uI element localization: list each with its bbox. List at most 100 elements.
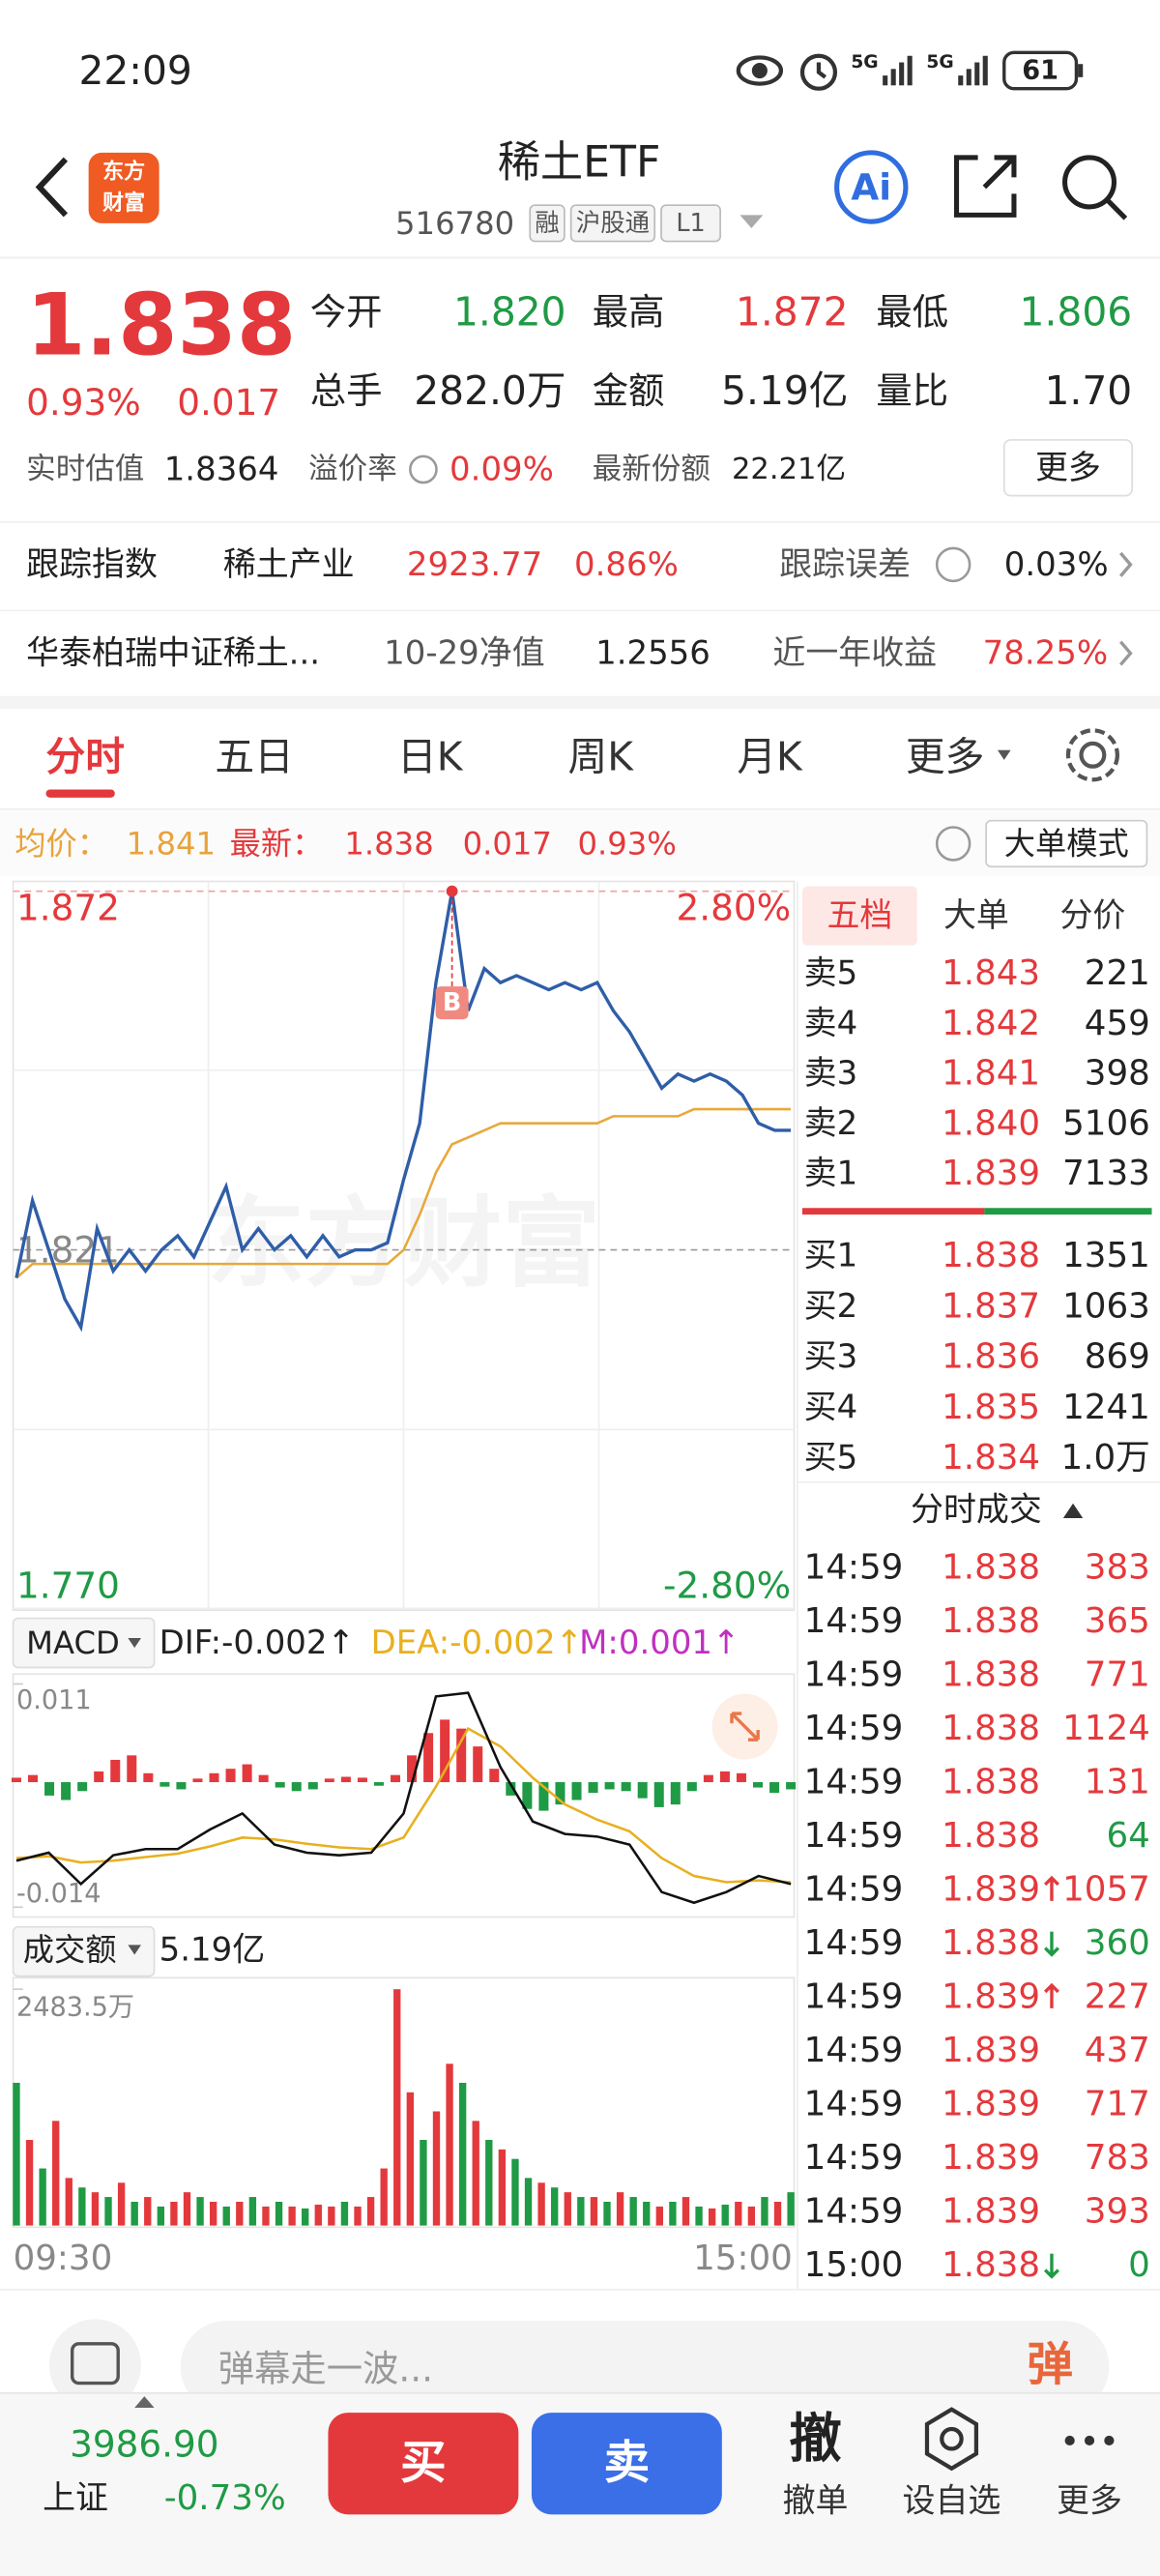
macd-selector[interactable] bbox=[12, 1617, 156, 1669]
volume-bar bbox=[577, 2197, 585, 2226]
indicator-name[interactable]: 成交额 bbox=[23, 1931, 117, 1968]
cancel-icon[interactable]: 撤 bbox=[789, 2409, 841, 2470]
more-button-label[interactable]: 更多 bbox=[1035, 449, 1101, 487]
field-label: 今开 bbox=[310, 291, 383, 334]
iopv-label: 实时估值 bbox=[26, 453, 144, 486]
more-icon[interactable] bbox=[1064, 2435, 1115, 2446]
book-tab[interactable]: 大单 bbox=[943, 896, 1009, 935]
macd-bar bbox=[291, 1782, 302, 1792]
tracking-pct: 0.86% bbox=[574, 545, 679, 584]
indicator-name[interactable]: MACD bbox=[26, 1625, 120, 1661]
macd-bar bbox=[324, 1778, 334, 1783]
volume-bar bbox=[104, 2197, 112, 2226]
ai-button[interactable] bbox=[834, 150, 909, 224]
active-book-tab[interactable] bbox=[801, 886, 917, 946]
trade-direction bbox=[1043, 2253, 1059, 2279]
volume-bar bbox=[432, 2111, 441, 2226]
book-level: 卖3 bbox=[804, 1054, 858, 1093]
watchlist-icon[interactable] bbox=[924, 2407, 979, 2472]
sell-button[interactable] bbox=[531, 2413, 722, 2515]
info-icon[interactable] bbox=[409, 454, 438, 484]
big-order-mode-button[interactable] bbox=[985, 819, 1148, 868]
macd-bar bbox=[307, 1782, 318, 1790]
trade-volume: 365 bbox=[1085, 1601, 1150, 1641]
trade-price: 1.838 bbox=[942, 1762, 1040, 1801]
ai-label[interactable]: Ai bbox=[851, 166, 891, 209]
trade-time: 14:59 bbox=[804, 2191, 904, 2231]
settings-button[interactable] bbox=[1065, 728, 1119, 782]
macd-bar bbox=[258, 1774, 269, 1783]
trade-price: 1.839 bbox=[942, 2084, 1040, 2123]
fund-name[interactable]: 华泰柏瑞中证稀土... bbox=[26, 634, 320, 673]
volume-bar bbox=[458, 2082, 467, 2226]
latest-label: 最新： bbox=[230, 825, 324, 862]
macd-bar bbox=[506, 1782, 516, 1796]
ask-ratio bbox=[801, 1208, 985, 1215]
comment-input[interactable] bbox=[180, 2321, 1110, 2414]
macd-bar bbox=[407, 1755, 418, 1783]
expand-arrow[interactable] bbox=[134, 2396, 155, 2408]
volume-selector[interactable] bbox=[12, 1925, 156, 1977]
tracking-index[interactable]: 稀土产业 bbox=[223, 545, 355, 584]
chart-tab[interactable]: 周K bbox=[568, 733, 635, 779]
volume-bar bbox=[603, 2201, 611, 2226]
buy-button[interactable] bbox=[328, 2413, 519, 2515]
macd-bar bbox=[192, 1778, 203, 1783]
clock: 22:09 bbox=[78, 47, 191, 94]
volume-bar bbox=[262, 2206, 270, 2226]
trade-price: 1.838 bbox=[942, 2245, 1040, 2285]
volume-bar bbox=[222, 2206, 230, 2226]
chevrons[interactable] bbox=[1118, 551, 1133, 666]
help-icon[interactable] bbox=[935, 546, 972, 583]
return-label: 近一年收益 bbox=[772, 634, 937, 673]
volume-bar bbox=[13, 2082, 20, 2226]
more-button[interactable] bbox=[1002, 439, 1133, 497]
macd-bar bbox=[456, 1728, 467, 1783]
volume-bar bbox=[380, 2168, 388, 2226]
dropdown-icon[interactable] bbox=[740, 215, 764, 228]
more-label[interactable]: 更多 bbox=[1057, 2482, 1122, 2521]
sell-label[interactable]: 卖 bbox=[604, 2437, 651, 2490]
chart-tab[interactable]: 五日 bbox=[215, 733, 293, 779]
book-level: 买5 bbox=[804, 1439, 858, 1478]
trade-volume: 360 bbox=[1085, 1923, 1150, 1963]
search-button[interactable] bbox=[1062, 155, 1128, 220]
trade-time: 14:59 bbox=[804, 1654, 904, 1694]
cancel-label[interactable]: 撤单 bbox=[783, 2482, 849, 2521]
volume-bar bbox=[735, 2201, 742, 2226]
trade-volume: 0 bbox=[1128, 2245, 1150, 2285]
volume-bar bbox=[564, 2192, 571, 2226]
trade-time: 14:59 bbox=[804, 1869, 904, 1909]
book-price: 1.840 bbox=[942, 1103, 1040, 1143]
volume-bar bbox=[747, 2206, 756, 2226]
book-tab[interactable]: 五档 bbox=[826, 896, 892, 935]
chart-tab[interactable]: 月K bbox=[737, 733, 803, 779]
book-price: 1.837 bbox=[942, 1286, 1040, 1326]
danmaku-icon[interactable] bbox=[48, 2319, 141, 2412]
book-volume: 398 bbox=[1085, 1054, 1150, 1094]
trade-direction bbox=[1043, 1931, 1059, 1957]
stock-title: 稀土ETF bbox=[498, 138, 660, 188]
buy-marker[interactable] bbox=[435, 986, 469, 1020]
chart-tab[interactable]: 更多 bbox=[906, 733, 984, 779]
logo[interactable] bbox=[88, 152, 160, 223]
share-button[interactable] bbox=[953, 155, 1017, 218]
book-level: 买3 bbox=[804, 1337, 858, 1376]
watchlist-label[interactable]: 设自选 bbox=[903, 2482, 1001, 2521]
book-volume: 869 bbox=[1085, 1337, 1150, 1377]
book-tab[interactable]: 分价 bbox=[1059, 896, 1125, 935]
latest-change: 0.017 bbox=[463, 825, 552, 862]
help-icon[interactable] bbox=[935, 826, 972, 862]
mode-label[interactable]: 大单模式 bbox=[1004, 825, 1129, 862]
danmaku-glyph bbox=[70, 2342, 120, 2386]
comment-placeholder[interactable]: 弹幕走一波... bbox=[218, 2347, 433, 2389]
danmaku-button[interactable]: 弹 bbox=[1028, 2338, 1074, 2391]
buy-label[interactable]: 买 bbox=[400, 2437, 447, 2490]
back-button[interactable] bbox=[35, 157, 69, 218]
macd-bar bbox=[110, 1759, 121, 1783]
chart-tab[interactable]: 日K bbox=[397, 733, 464, 779]
dea-label: DEA:-0.002↑ bbox=[371, 1624, 583, 1662]
book-price: 1.835 bbox=[942, 1388, 1040, 1427]
chart-tab[interactable]: 分时 bbox=[46, 733, 125, 779]
book-price: 1.834 bbox=[942, 1438, 1040, 1478]
